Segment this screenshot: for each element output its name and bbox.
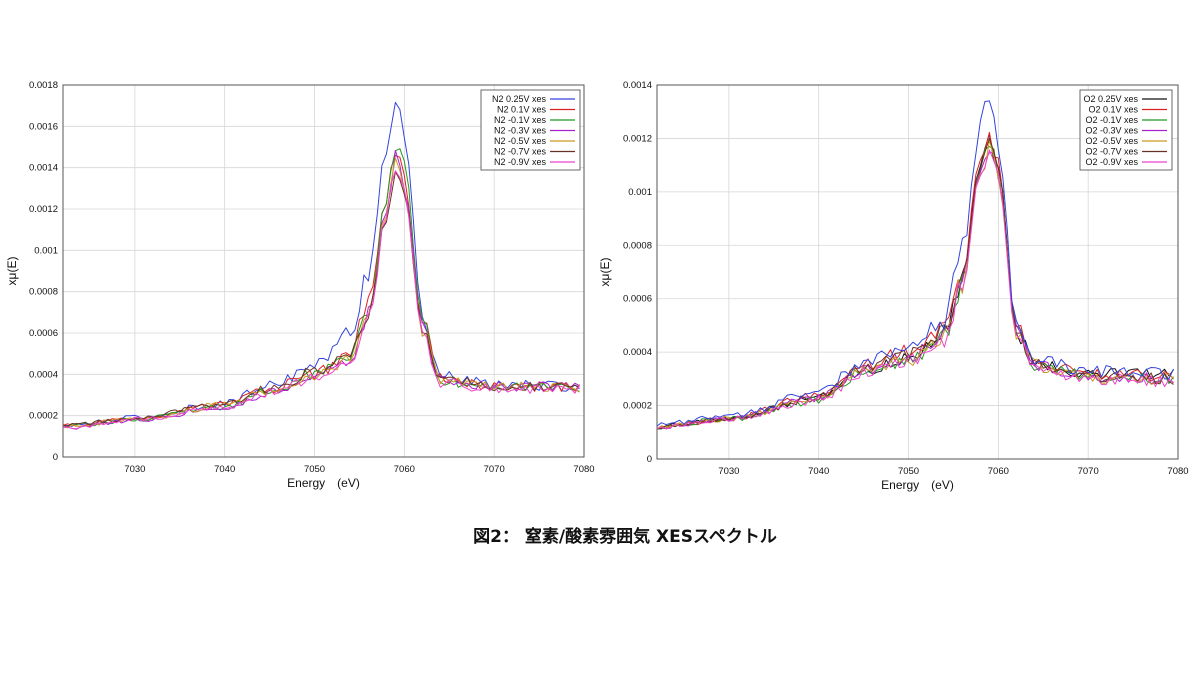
x-tick-label: 7050 (304, 464, 325, 475)
x-tick-label: 7030 (718, 466, 739, 477)
series-line (62, 170, 580, 430)
y-tick-label: 0.0012 (623, 133, 652, 144)
x-tick-label: 7070 (484, 464, 505, 475)
plot-frame (62, 84, 585, 458)
y-tick-label: 0.0002 (29, 411, 58, 422)
legend-entry-label: O2 -0.5V xes (1085, 136, 1138, 146)
series-line (656, 137, 1174, 430)
x-tick-label: 7060 (394, 464, 415, 475)
legend-entry-label: N2 -0.9V xes (494, 157, 547, 167)
x-tick-label: 7050 (898, 466, 919, 477)
legend-entry-label: O2 0.1V xes (1088, 105, 1138, 115)
series-line (656, 139, 1174, 430)
legend-entry-label: N2 0.25V xes (492, 94, 547, 104)
series-line (62, 149, 580, 430)
series-line (656, 133, 1174, 430)
o2-xes-chart: 7030 7040 7050 7060 7070 7080 0 0.0002 0.0004 0.0… (598, 80, 1189, 492)
y-tick-label: 0.001 (628, 187, 652, 198)
series-line (62, 171, 580, 427)
y-tick-label: 0.001 (34, 245, 58, 256)
legend-entry-label: O2 -0.1V xes (1085, 115, 1138, 125)
y-tick-label: 0.0002 (623, 401, 652, 412)
y-tick-label: 0.0016 (29, 121, 58, 132)
y-tick-label: 0 (53, 452, 58, 463)
legend-entry-label: N2 -0.5V xes (494, 136, 547, 146)
series-line (656, 152, 1174, 430)
legend-entry-label: O2 -0.9V xes (1085, 157, 1138, 167)
series-line (62, 157, 580, 429)
legend-entry-label: N2 -0.3V xes (494, 126, 547, 136)
y-tick-label: 0.0014 (623, 80, 652, 91)
x-tick-label: 7080 (1167, 466, 1188, 477)
y-tick-label: 0.0006 (623, 294, 652, 305)
series-line (62, 154, 580, 427)
legend-entry-label: N2 0.1V xes (497, 105, 547, 115)
x-axis-title: Energy (eV) (287, 476, 360, 490)
x-tick-label: 7080 (573, 464, 594, 475)
legend-entry-label: N2 -0.7V xes (494, 147, 547, 157)
y-tick-label: 0.0008 (623, 240, 652, 251)
y-tick-label: 0.0004 (29, 369, 58, 380)
n2-xes-chart: 7030 7040 7050 7060 7070 7080 0 0.0002 0.0004 0.0… (5, 80, 595, 490)
legend-entry-label: O2 -0.7V xes (1085, 147, 1138, 157)
series-line (656, 131, 1174, 430)
x-tick-label: 7060 (988, 466, 1009, 477)
series-line (656, 149, 1174, 430)
y-axis-title: xμ(E) (598, 258, 612, 287)
x-tick-label: 7070 (1078, 466, 1099, 477)
y-tick-label: 0.0006 (29, 328, 58, 339)
y-tick-label: 0.0018 (29, 80, 58, 91)
x-axis-title: Energy (eV) (881, 478, 954, 492)
y-tick-label: 0.0012 (29, 204, 58, 215)
y-tick-label: 0.0004 (623, 347, 652, 358)
series-line (657, 146, 1174, 430)
y-tick-label: 0.0014 (29, 163, 58, 174)
x-tick-label: 7040 (214, 464, 235, 475)
y-tick-label: 0 (647, 454, 652, 465)
legend-entry-label: N2 -0.1V xes (494, 115, 547, 125)
legend-entry-label: O2 -0.3V xes (1085, 126, 1138, 136)
series-line (656, 100, 1174, 427)
x-tick-label: 7040 (808, 466, 829, 477)
figure-caption: 図2： 窒素/酸素雰囲気 XESスペクトル (473, 526, 777, 547)
plot-frame (656, 84, 1179, 460)
legend-entry-label: O2 0.25V xes (1083, 94, 1138, 104)
x-tick-label: 7030 (124, 464, 145, 475)
y-axis-title: xμ(E) (5, 257, 19, 286)
y-tick-label: 0.0008 (29, 287, 58, 298)
